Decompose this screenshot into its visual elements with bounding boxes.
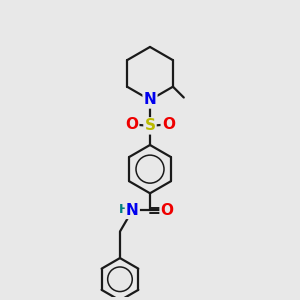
Text: N: N (126, 203, 139, 218)
Text: H: H (119, 203, 129, 216)
Text: O: O (125, 117, 138, 132)
Text: O: O (162, 117, 175, 132)
Text: N: N (144, 92, 156, 107)
Text: S: S (145, 118, 155, 134)
Text: O: O (160, 203, 174, 218)
